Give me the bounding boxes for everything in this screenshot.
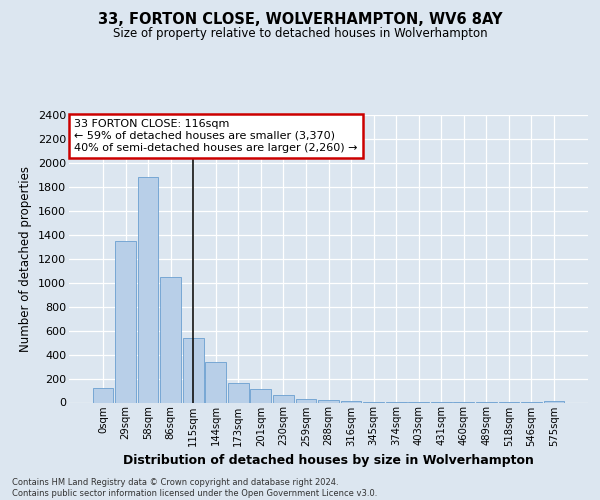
Bar — [296, 399, 316, 402]
Bar — [544, 400, 565, 402]
Bar — [318, 400, 339, 402]
Text: Contains HM Land Registry data © Crown copyright and database right 2024.
Contai: Contains HM Land Registry data © Crown c… — [12, 478, 377, 498]
Bar — [115, 241, 136, 402]
Bar — [137, 178, 158, 402]
Bar — [183, 338, 203, 402]
Bar — [205, 362, 226, 403]
Y-axis label: Number of detached properties: Number of detached properties — [19, 166, 32, 352]
Bar — [250, 390, 271, 402]
Text: 33, FORTON CLOSE, WOLVERHAMPTON, WV6 8AY: 33, FORTON CLOSE, WOLVERHAMPTON, WV6 8AY — [98, 12, 502, 28]
Bar — [341, 400, 361, 402]
Bar — [273, 396, 294, 402]
Bar — [228, 384, 248, 402]
Text: Size of property relative to detached houses in Wolverhampton: Size of property relative to detached ho… — [113, 28, 487, 40]
Bar — [160, 276, 181, 402]
Bar — [92, 388, 113, 402]
X-axis label: Distribution of detached houses by size in Wolverhampton: Distribution of detached houses by size … — [123, 454, 534, 467]
Text: 33 FORTON CLOSE: 116sqm
← 59% of detached houses are smaller (3,370)
40% of semi: 33 FORTON CLOSE: 116sqm ← 59% of detache… — [74, 120, 358, 152]
